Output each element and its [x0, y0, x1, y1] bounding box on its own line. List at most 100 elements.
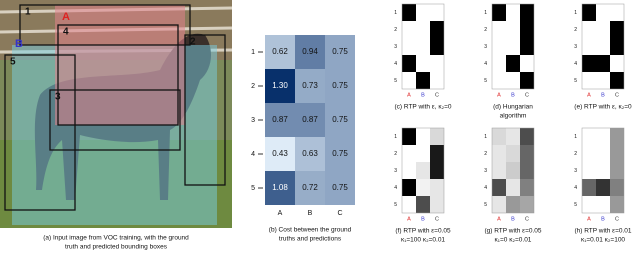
matrix-cell [416, 72, 430, 89]
row-label: 2 [394, 151, 397, 157]
matrix-cell [582, 38, 596, 55]
matrix-cell [596, 38, 610, 55]
matrix-cell [596, 55, 610, 72]
cell-label: 0.75 [332, 81, 348, 90]
caption: (g) RTP with ε=0.05 [484, 228, 541, 235]
matrix-cell [402, 196, 416, 213]
matrix-cell [506, 179, 520, 196]
col-label: C [337, 210, 342, 217]
matrix-cell [610, 72, 624, 89]
row-label: 4 [484, 185, 487, 191]
row-label: 2 [574, 27, 577, 33]
gt-label: A [62, 11, 70, 23]
row-label: 5 [574, 78, 577, 84]
row-label: 5 [251, 185, 255, 192]
matrix-cell [596, 128, 610, 145]
col-label: C [615, 92, 619, 98]
caption: truths and predictions [279, 236, 342, 243]
row-label: 5 [394, 78, 397, 84]
gt-label: B [15, 38, 23, 50]
heat-cell [325, 103, 355, 137]
cell-label: 0.87 [302, 115, 318, 124]
col-label: B [308, 210, 313, 217]
matrix-cell [492, 196, 506, 213]
matrix-cell [520, 38, 534, 55]
row-label: 2 [394, 27, 397, 33]
heat-cell [325, 137, 355, 171]
matrix-cell [506, 162, 520, 179]
matrix-cell [416, 162, 430, 179]
matrix-cell [402, 145, 416, 162]
matrix-frame [491, 127, 535, 214]
matrix-cell [430, 38, 444, 55]
matrix-cell [610, 196, 624, 213]
matrix-cell [402, 38, 416, 55]
heat-cell [325, 171, 355, 205]
matrix-cell [582, 145, 596, 162]
matrix-cell [520, 55, 534, 72]
cell-label: 0.87 [272, 115, 288, 124]
heat-cell [295, 171, 325, 205]
row-label: 5 [484, 78, 487, 84]
matrix-cell [430, 179, 444, 196]
caption: (a) Input image from VOC training, with … [43, 235, 189, 242]
heat-cell [265, 69, 295, 103]
matrix-cell [506, 72, 520, 89]
matrix-cell [582, 4, 596, 21]
col-label: B [421, 216, 425, 222]
row-label: 3 [574, 44, 577, 50]
cell-label: 0.75 [332, 149, 348, 158]
box-label: 5 [10, 57, 16, 68]
box-label: 4 [63, 27, 69, 38]
row-label: 3 [484, 44, 487, 50]
matrix-cell [610, 21, 624, 38]
matrix-cell [506, 4, 520, 21]
row-label: 2 [484, 151, 487, 157]
matrix-cell [492, 72, 506, 89]
caption: κ₁=0 κ₂=0.01 [495, 237, 532, 244]
matrix-cell [402, 179, 416, 196]
col-label: A [497, 216, 501, 222]
matrix-cell [610, 38, 624, 55]
col-label: B [601, 216, 605, 222]
matrix-cell [506, 196, 520, 213]
matrix-cell [416, 55, 430, 72]
col-label: A [587, 216, 591, 222]
matrix-cell [492, 4, 506, 21]
matrix-cell [492, 21, 506, 38]
matrix-cell [416, 38, 430, 55]
matrix-cell [582, 128, 596, 145]
row-label: 5 [394, 202, 397, 208]
prediction-box [4, 54, 76, 211]
matrix-cell [430, 145, 444, 162]
matrix-cell [492, 162, 506, 179]
matrix-cell [610, 162, 624, 179]
matrix-cell [610, 55, 624, 72]
caption: κ₁=0.01 κ₂=100 [581, 237, 625, 244]
caption: (f) RTP with ε=0.05 [395, 228, 451, 235]
row-label: 4 [394, 185, 397, 191]
matrix-cell [506, 55, 520, 72]
matrix-cell [520, 4, 534, 21]
heat-cell [295, 137, 325, 171]
matrix-cell [416, 196, 430, 213]
col-label: C [435, 216, 439, 222]
col-label: C [435, 92, 439, 98]
cell-label: 1.08 [272, 183, 288, 192]
matrix-cell [582, 21, 596, 38]
matrix-cell [506, 21, 520, 38]
cell-label: 0.75 [332, 115, 348, 124]
matrix-cell [416, 128, 430, 145]
heat-cell [265, 171, 295, 205]
matrix-cell [520, 128, 534, 145]
heat-cell [265, 35, 295, 69]
heat-cell [295, 103, 325, 137]
row-label: 1 [574, 134, 577, 140]
caption: (c) RTP with ε, κ₂=0 [394, 104, 451, 111]
caption: κ₁=100 κ₂=0.01 [401, 237, 445, 244]
matrix-cell [430, 55, 444, 72]
matrix-cell [416, 145, 430, 162]
matrix-cell [520, 179, 534, 196]
row-label: 1 [251, 49, 255, 56]
